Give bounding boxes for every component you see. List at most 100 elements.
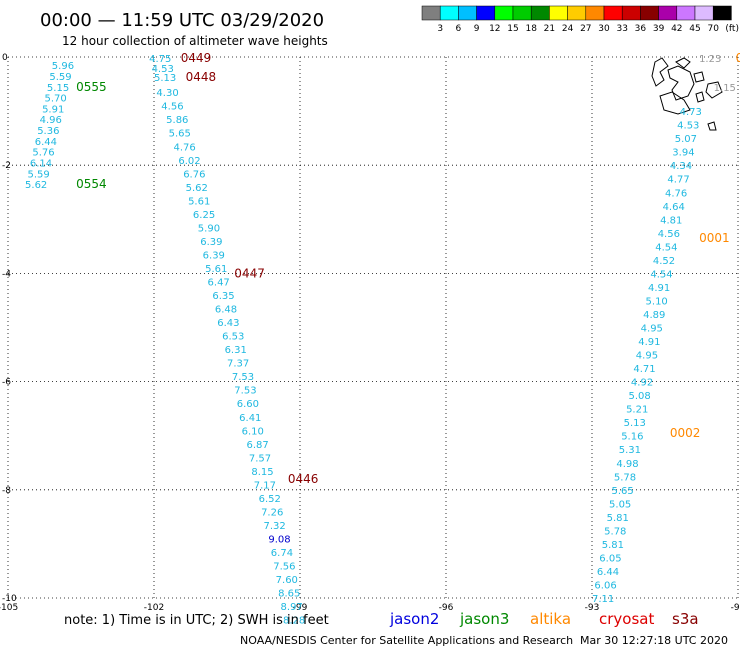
- y-tick-label: -8: [2, 486, 11, 496]
- colorbar-label: 6: [456, 24, 462, 34]
- colorbar-swatch: [549, 5, 568, 21]
- wave-height-value: 5.76: [32, 148, 54, 159]
- wave-height-value: 4.71: [633, 364, 655, 375]
- colorbar-label: 15: [507, 24, 518, 34]
- wave-height-value: 5.62: [186, 183, 208, 194]
- wave-height-value: 6.41: [239, 413, 261, 424]
- y-tick-label: -6: [2, 378, 11, 388]
- x-tick-label: -93: [585, 603, 600, 613]
- colorbar-swatch: [458, 5, 477, 21]
- wave-height-value: 5.59: [49, 72, 71, 83]
- footer-note: note: 1) Time is in UTC; 2) SWH is in fe…: [64, 613, 329, 628]
- wave-height-value: 4.75: [149, 54, 171, 65]
- colorbar-label: 30: [598, 24, 610, 34]
- wave-height-value: 4.96: [40, 115, 62, 126]
- colorbar-swatch: [530, 5, 550, 21]
- satellite-s3a: s3a: [672, 610, 699, 628]
- colorbar-label: 36: [635, 24, 647, 34]
- wave-height-value: 4.91: [638, 337, 660, 348]
- colorbar-legend: 3 6 9 12 15 18 21 24 27 30 33 36 39 42 45 70 (ft): [421, 5, 739, 34]
- wave-height-value: 6.44: [35, 137, 57, 148]
- wave-height-value: 7.53: [232, 372, 254, 383]
- wave-height-value: 5.15: [47, 83, 69, 94]
- wave-height-value: 4.56: [658, 229, 680, 240]
- wave-height-value: 4.98: [616, 459, 638, 470]
- y-tick-label: 0: [2, 53, 8, 63]
- wave-height-value: 6.47: [208, 278, 230, 289]
- wave-height-value: 5.36: [37, 126, 59, 137]
- wave-height-value: 6.14: [30, 158, 52, 169]
- colorbar-swatch: [603, 5, 623, 21]
- wave-height-value: 5.78: [604, 526, 626, 537]
- wave-height-value: 5.78: [614, 472, 636, 483]
- pass-time-label: 0001: [699, 231, 730, 245]
- wave-height-value: 4.53: [677, 121, 699, 132]
- wave-height-value: 5.16: [621, 432, 643, 443]
- colorbar-unit: (ft): [725, 24, 739, 34]
- colorbar-label: 3: [437, 24, 443, 34]
- wave-height-value: 4.95: [636, 351, 658, 362]
- wave-height-value: 4.52: [653, 256, 675, 267]
- x-tick-label: -96: [439, 603, 454, 613]
- colorbar-swatch: [585, 5, 605, 21]
- satellite-jason2: jason2: [389, 610, 439, 628]
- colorbar-swatch: [567, 5, 587, 21]
- galapagos-islands: [651, 57, 723, 131]
- wave-height-value: 5.65: [169, 129, 191, 140]
- colorbar-swatch: [512, 5, 532, 21]
- wave-height-value: 8.97: [281, 602, 303, 613]
- wave-height-value: 6.31: [225, 345, 247, 356]
- wave-height-value: 4.30: [156, 88, 178, 99]
- wave-height-value: 4.95: [641, 324, 663, 335]
- wave-height-value: 4.34: [670, 161, 692, 172]
- y-tick-label: -4: [2, 269, 11, 279]
- wave-height-value: 7.11: [592, 594, 614, 605]
- wave-height-value: 5.61: [188, 196, 210, 207]
- chart-subtitle: 12 hour collection of altimeter wave hei…: [62, 34, 328, 48]
- colorbar-label: 21: [544, 24, 555, 34]
- colorbar-label: 70: [707, 24, 719, 34]
- y-tick-label: -2: [2, 161, 11, 171]
- x-tick-label: -105: [0, 603, 18, 613]
- pass-time-label: 0555: [76, 80, 107, 94]
- wave-height-value: 5.81: [607, 513, 629, 524]
- wave-height-value: 7.56: [273, 562, 295, 573]
- wave-height-value: 6.53: [222, 332, 244, 343]
- wave-height-value: 6.06: [594, 580, 616, 591]
- colorbar-label: 42: [671, 24, 682, 34]
- wave-height-value: 5.07: [675, 134, 697, 145]
- wave-height-value: 5.86: [166, 115, 188, 126]
- wave-height-value: 6.02: [178, 156, 200, 167]
- pass-time-label: 000: [736, 51, 740, 65]
- colorbar-label: 9: [474, 24, 480, 34]
- wave-height-value: 6.87: [246, 440, 268, 451]
- wave-height-value: 5.65: [611, 486, 633, 497]
- wave-height-value: 7.57: [249, 453, 271, 464]
- x-tick-label: -99: [293, 603, 308, 613]
- wave-height-value: 5.10: [646, 296, 668, 307]
- wave-height-value: 7.26: [261, 507, 283, 518]
- wave-height-value: 4.89: [643, 310, 665, 321]
- wave-height-value: 4.53: [152, 64, 174, 75]
- wave-height-value: 7.60: [276, 575, 298, 586]
- wave-height-value: 8.15: [251, 467, 273, 478]
- wave-height-value: 6.35: [212, 291, 234, 302]
- wave-height-value: 4.77: [667, 175, 689, 186]
- wave-height-value: 4.76: [173, 142, 195, 153]
- wave-height-value: 4.54: [655, 242, 677, 253]
- pass-time-label: 0446: [288, 472, 319, 486]
- wave-height-value: 8.65: [278, 589, 300, 600]
- wave-height-value: 7.53: [234, 386, 256, 397]
- wave-height-value: 5.96: [52, 61, 74, 72]
- footer-timestamp: Mar 30 12:27:18 UTC 2020: [580, 634, 728, 647]
- wave-height-value: 6.25: [193, 210, 215, 221]
- colorbar-label: 12: [489, 24, 500, 34]
- pass-time-label: 0447: [234, 266, 265, 280]
- colorbar-swatch: [658, 5, 678, 21]
- wave-height-value: 3.94: [672, 148, 694, 159]
- colorbar-swatch: [640, 5, 659, 21]
- wave-height-value: 5.62: [25, 180, 47, 191]
- wave-height-value: 4.54: [650, 269, 672, 280]
